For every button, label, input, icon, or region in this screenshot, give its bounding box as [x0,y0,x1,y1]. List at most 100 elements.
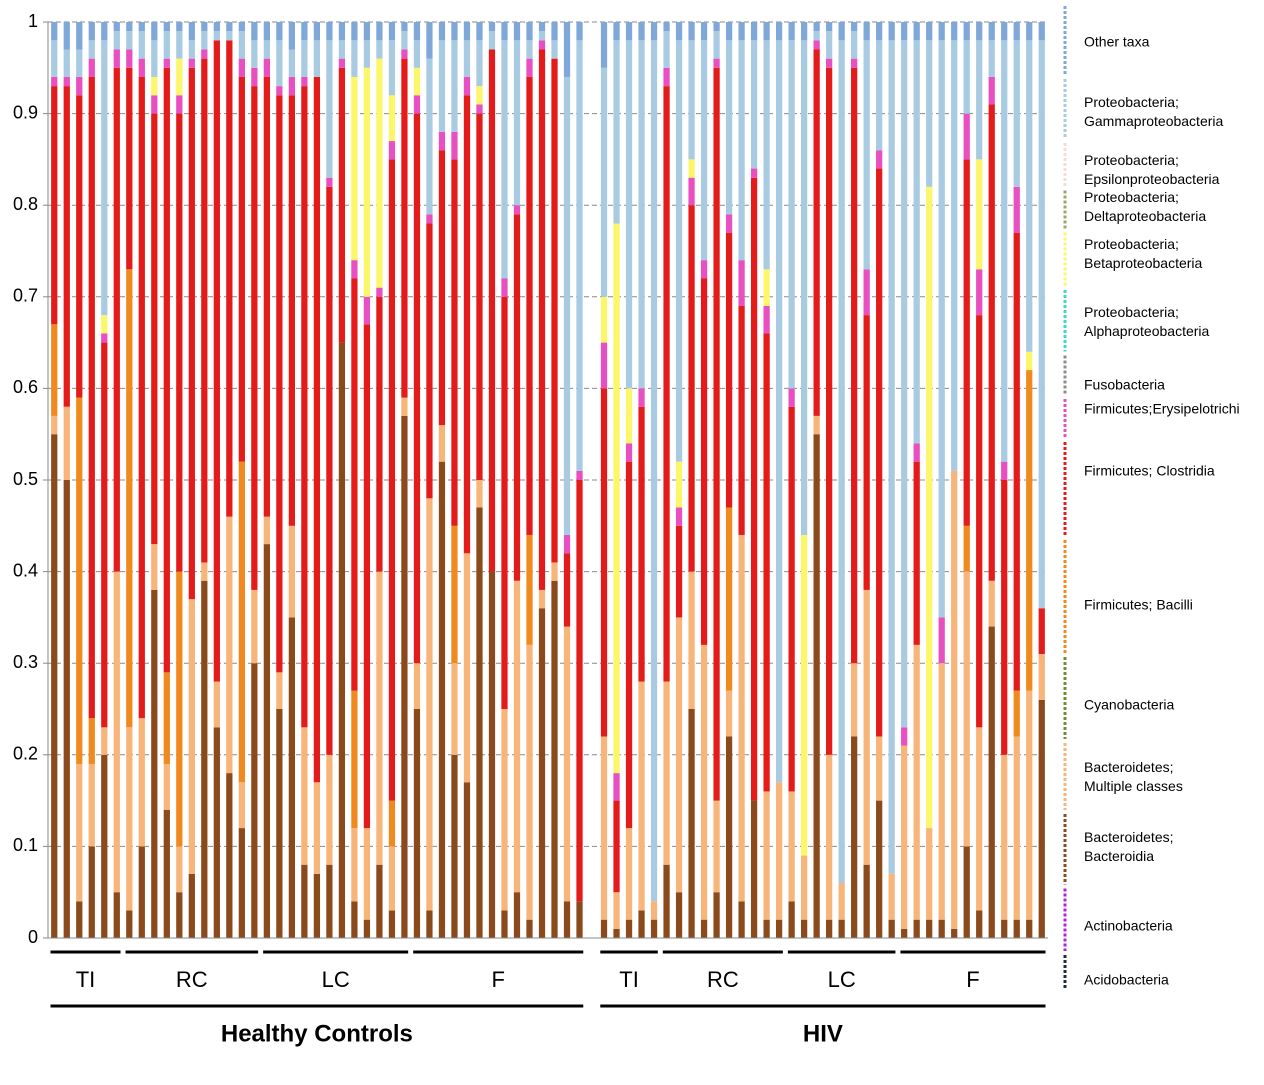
bar-segment [1038,699,1045,938]
bar-segment [288,22,295,50]
bar-segment [563,22,571,77]
subgroup-label: RC [707,967,739,992]
bar-segment [1001,754,1008,920]
bar-segment [951,40,958,471]
y-tick-label: 0.4 [13,560,38,580]
bar-segment [876,736,883,801]
bar-segment [801,919,808,938]
bar-segment [538,608,546,938]
bar-segment [526,644,533,920]
y-tick-label: 0.5 [13,469,38,489]
bar-segment [926,919,933,938]
bar-segment [276,40,283,87]
bar-segment [901,745,908,929]
bar-segment [801,855,808,920]
bar-segment [713,67,720,801]
bar-segment [700,40,708,261]
bar-segment [326,754,333,865]
bar-segment [388,22,396,41]
bar-segment [88,58,95,77]
bar-segment [351,690,358,829]
bar-segment [650,40,658,902]
bar-segment [725,214,733,233]
bar-segment [675,40,683,462]
bar-segment [188,67,195,600]
bar-segment [326,864,333,938]
bar-segment [1013,22,1020,41]
bar-segment [326,40,333,178]
bar-segment [63,76,70,87]
bar-segment [113,571,120,893]
bar-segment [738,901,745,938]
bar-segment [413,663,421,709]
bar-segment [700,278,708,645]
bar-segment [663,864,670,938]
bar-segment [438,40,446,132]
bar-segment [101,22,108,41]
bar-segment [288,617,295,938]
legend-label: Proteobacteria; Alphaproteobacteria [1084,304,1210,339]
bar-segment [388,846,396,911]
bar-segment [88,763,95,847]
bar-segment [963,525,970,572]
bar-segment [113,49,120,68]
bar-segment [801,40,808,535]
bar-segment [526,76,533,535]
bar-segment [813,49,820,416]
bar-segment [188,40,195,59]
bar-segment [613,800,620,893]
bar-segment [51,22,58,41]
bar-segment [813,22,820,32]
bar-segment [188,58,195,68]
bar-segment [638,40,645,389]
bar-segment [963,159,970,526]
bar-segment [488,571,496,938]
legend-label: Proteobacteria; Epsilonproteobacteria [1084,152,1220,187]
bar-segment [138,846,145,938]
bar-segment [201,49,208,59]
bar-segment [888,22,895,41]
bar-segment [951,928,958,938]
bar-segment [688,22,695,41]
bar-segment [876,800,883,938]
y-tick-label: 0.8 [13,194,38,214]
bar-segment [201,580,208,938]
bar-segment [301,40,308,77]
bar-segment [888,919,895,938]
bar-segment [563,626,571,902]
subgroup-label: F [492,967,505,992]
bar-segment [1013,919,1020,938]
bar-segment [476,40,483,87]
bar-segment [76,95,83,398]
bar-segment [1013,690,1020,737]
bar-segment [376,22,383,41]
bar-segment [675,617,683,893]
bar-segment [826,31,833,59]
bar-segment [526,22,533,41]
bar-segment [526,534,533,645]
bar-segment [725,736,733,938]
bar-segment [351,22,358,41]
bar-segment [600,67,608,297]
bar-segment [501,278,508,297]
bar-segment [526,919,533,938]
bar-segment [838,22,845,41]
bar-segment [1013,186,1020,233]
bar-segment [826,67,833,755]
bar-segment [963,22,970,41]
bar-segment [113,892,120,938]
bar-segment [388,159,396,801]
bar-segment [963,571,970,847]
bar-segment [51,40,58,77]
bar-segment [976,727,983,911]
bar-segment [238,22,245,32]
bar-segment [638,388,645,407]
bar-segment [138,58,145,77]
bar-segment [638,910,645,938]
bar-segment [163,67,170,673]
bar-segment [625,828,633,920]
bar-segment [913,919,920,938]
bar-segment [976,910,983,938]
bar-segment [1001,919,1008,938]
bar-segment [988,626,995,938]
